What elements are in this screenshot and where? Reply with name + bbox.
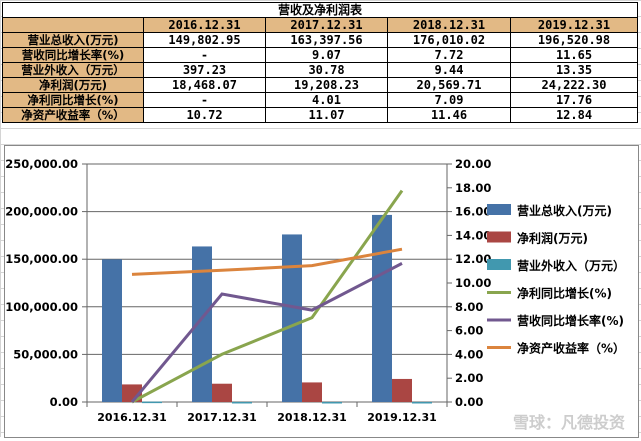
right-axis-tick-label: 10.00	[455, 276, 491, 290]
right-axis-tick-label: 12.00	[455, 252, 491, 266]
chart-svg: 0.00 50,000.00 100,000.00 150,000.00 200,000…	[5, 157, 625, 432]
bar-0	[102, 259, 122, 402]
bar-2	[232, 401, 252, 404]
cell-value: 9.07	[265, 47, 388, 63]
category-label: 2019.12.31	[367, 411, 437, 424]
cell-value: 7.09	[387, 92, 511, 108]
right-axis-tick-label: 8.00	[455, 300, 483, 314]
table-row: 营业总收入(万元) 149,802.95 163,397.56 176,010.02 1…	[2, 32, 638, 48]
right-axis-tick-label: 2.00	[455, 371, 483, 385]
table-row: 净利同比增长(%) -4.01 7.09 17.76	[2, 92, 638, 108]
table-row: 营业外收入（万元） 397.23 30.78 9.44 13.35	[2, 62, 638, 78]
cell-value: 20,569.71	[387, 77, 511, 93]
cell-value: 10.72	[143, 107, 266, 123]
right-axis-tick-label: 4.00	[455, 347, 483, 361]
cell-value: 149,802.95	[143, 32, 266, 48]
cell-value: 4.01	[265, 92, 388, 108]
header-blank	[2, 17, 144, 33]
right-axis-tick-label: 16.00	[455, 205, 491, 219]
bar-1	[392, 378, 412, 402]
line-series-4	[130, 262, 403, 403]
table-row: 营收同比增长率(%) -9.07 7.72 11.65	[2, 47, 638, 63]
left-axis-tick-label: 100,000.00	[5, 300, 78, 314]
legend-label: 营业外收入（万元）	[517, 258, 625, 273]
cell-value: -	[143, 47, 266, 63]
table-row: 净资产收益率（%） 10.72 11.07 11.46 12.84	[2, 107, 638, 123]
bar-1	[212, 383, 232, 402]
right-axis-tick-label: 14.00	[455, 228, 491, 242]
cell-value: 13.35	[510, 62, 638, 78]
cell-value: 18,468.07	[143, 77, 266, 93]
cell-value: 9.44	[387, 62, 511, 78]
cell-value: 11.65	[510, 47, 638, 63]
legend-swatch	[487, 231, 511, 243]
right-axis-tick-label: 18.00	[455, 181, 491, 195]
legend-swatch	[487, 259, 511, 270]
category-label: 2016.12.31	[97, 411, 167, 424]
legend-swatch	[487, 204, 511, 215]
cell-value: 176,010.02	[387, 32, 511, 48]
column-header: 2019.12.31	[510, 17, 638, 33]
category-label: 2017.12.31	[187, 411, 257, 424]
line-series-5	[131, 247, 403, 276]
left-axis-tick-label: 150,000.00	[5, 252, 78, 266]
legend-label: 净利润(万元)	[517, 231, 588, 246]
bar-0	[282, 234, 302, 402]
column-header: 2017.12.31	[265, 17, 388, 33]
legend-label: 营收同比增长率(%)	[517, 313, 624, 328]
table-row: 净利润(万元) 18,468.07 19,208.23 20,569.71 24,222…	[2, 77, 638, 93]
left-axis-tick-label: 250,000.00	[5, 157, 78, 171]
row-label: 净利润(万元)	[2, 77, 144, 93]
legend-label: 营业总收入(万元)	[517, 203, 612, 218]
cell-value: 30.78	[265, 62, 388, 78]
left-axis-tick-label: 50,000.00	[13, 347, 78, 361]
cell-value: 24,222.30	[510, 77, 638, 93]
row-label: 营业总收入(万元)	[2, 32, 144, 48]
cell-value: 7.72	[387, 47, 511, 63]
bar-1	[302, 382, 322, 402]
cell-value: 11.07	[265, 107, 388, 123]
cell-value: -	[143, 92, 266, 108]
bar-0	[372, 214, 392, 402]
bar-2	[412, 401, 432, 404]
left-axis-tick-label: 0.00	[50, 395, 78, 409]
cell-value: 397.23	[143, 62, 266, 78]
revenue-profit-table: 营收及净利润表 2016.12.31 2017.12.31 2018.12.31…	[2, 2, 638, 123]
column-header: 2018.12.31	[387, 17, 511, 33]
right-axis-tick-label: 20.00	[455, 157, 491, 171]
cell-value: 12.84	[510, 107, 638, 123]
combo-chart: 0.00 50,000.00 100,000.00 150,000.00 200,000…	[4, 145, 639, 438]
category-label: 2018.12.31	[277, 411, 347, 424]
row-label: 净资产收益率（%）	[2, 107, 144, 123]
cell-value: 17.76	[510, 92, 638, 108]
legend-label: 净资产收益率（%）	[517, 341, 625, 356]
right-axis-tick-label: 0.00	[455, 395, 483, 409]
cell-value: 11.46	[387, 107, 511, 123]
column-header: 2016.12.31	[143, 17, 266, 33]
watermark: 雪球：凡德投资	[513, 413, 625, 432]
table-title: 营收及净利润表	[2, 2, 638, 18]
left-axis-tick-label: 200,000.00	[5, 205, 78, 219]
row-label: 营收同比增长率(%)	[2, 47, 144, 63]
row-label: 营业外收入（万元）	[2, 62, 144, 78]
row-label: 净利同比增长(%)	[2, 92, 144, 108]
bar-2	[322, 401, 342, 404]
cell-value: 163,397.56	[265, 32, 388, 48]
legend-label: 净利同比增长(%)	[517, 286, 612, 301]
header-row: 2016.12.31 2017.12.31 2018.12.31 2019.12…	[2, 17, 638, 33]
cell-value: 19,208.23	[265, 77, 388, 93]
bar-2	[142, 401, 162, 404]
cell-value: 196,520.98	[510, 32, 638, 48]
right-axis-tick-label: 6.00	[455, 324, 483, 338]
line-series-3	[131, 189, 404, 404]
